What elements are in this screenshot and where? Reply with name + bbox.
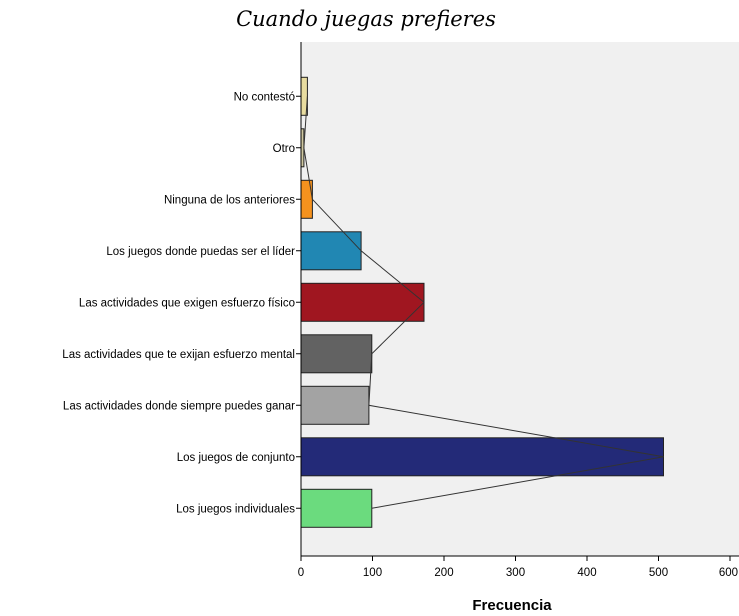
category-label-6: Las actividades donde siempre puedes gan… [63,400,295,412]
category-label-2: Ninguna de los anteriores [164,194,295,206]
bar-5 [300,334,373,374]
category-label-3: Los juegos donde puedas ser el líder [106,246,295,258]
bars-group [300,76,664,528]
connector-line [303,96,664,509]
connector-line-group [303,96,664,509]
x-tick-label-1: 100 [363,567,382,579]
bar-6 [300,385,370,425]
x-tick-label-4: 400 [577,567,596,579]
category-label-4: Las actividades que exigen esfuerzo físi… [79,297,295,309]
x-tick-label-0: 0 [298,567,304,579]
bar-7 [300,437,664,477]
bar-8 [300,488,373,528]
x-axis-title: Frecuencia [472,597,552,614]
chart-title: Cuando juegas prefieres [236,7,496,31]
x-tick-label-3: 300 [506,567,525,579]
axes-group: No contestó Otro Ninguna de los anteriores… [62,42,739,579]
x-tick-label-5: 500 [649,567,668,579]
category-label-5: Las actividades que te exijan esfuerzo m… [62,349,295,361]
category-label-8: Los juegos individuales [176,503,295,515]
x-tick-label-6: 600 [719,567,738,579]
category-label-0: No contestó [234,91,295,103]
category-label-1: Otro [273,143,295,155]
x-tick-label-2: 200 [434,567,453,579]
bar-3 [300,231,362,271]
bar-4 [300,282,425,322]
category-label-7: Los juegos de conjunto [177,452,295,464]
